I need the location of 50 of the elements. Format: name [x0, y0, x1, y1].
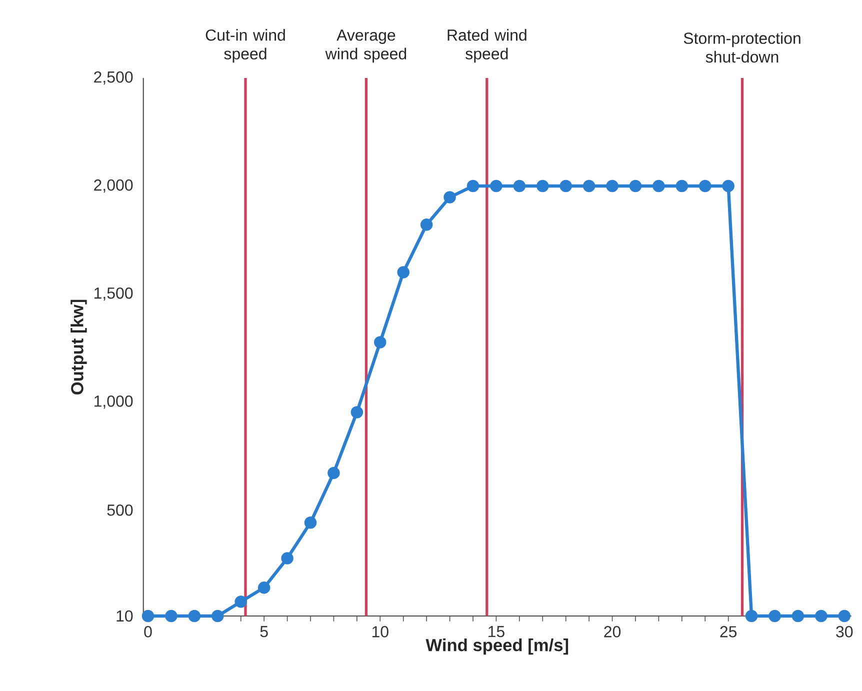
x-axis-title: Wind speed [m/s]: [426, 638, 568, 655]
point: [420, 218, 433, 231]
point: [838, 610, 851, 622]
ref-line-label: Average wind speed: [325, 30, 406, 63]
y-tick-label: 2,000: [94, 179, 133, 193]
point: [212, 610, 224, 622]
point: [652, 180, 665, 192]
point: [560, 180, 572, 192]
y-tick-label: 10: [116, 610, 133, 622]
point: [815, 610, 828, 622]
point: [513, 180, 526, 192]
point: [722, 180, 734, 192]
y-tick-label: 1,000: [94, 395, 133, 409]
y-tick-label: 1,500: [94, 287, 133, 301]
point: [350, 406, 364, 418]
point: [768, 610, 781, 622]
point: [698, 180, 712, 192]
point: [328, 466, 340, 480]
point: [142, 610, 154, 622]
point: [745, 610, 758, 622]
point: [490, 180, 502, 192]
point: [792, 610, 804, 622]
point: [281, 552, 294, 564]
y-tick-label: 500: [107, 504, 133, 516]
point: [397, 266, 410, 278]
point: [304, 516, 317, 529]
x-tick-label: 25: [720, 626, 737, 638]
point: [165, 610, 178, 622]
point: [234, 596, 247, 608]
point: [466, 180, 480, 192]
point: [582, 180, 596, 192]
point: [676, 180, 688, 192]
point: [606, 180, 618, 192]
x-tick-label: 5: [260, 626, 268, 638]
point: [629, 180, 642, 192]
ref-line-label: Storm-protection shut-down: [684, 32, 800, 63]
y-axis-title: Output [kw]: [70, 300, 87, 394]
x-tick-label: 20: [604, 626, 621, 638]
point: [258, 582, 270, 594]
x-tick-label: 15: [488, 626, 504, 638]
x-tick-label: 30: [836, 626, 853, 638]
x-tick-label: 10: [372, 626, 388, 638]
point: [374, 336, 386, 348]
ref-line-label: Cut-in wind speed: [206, 29, 285, 63]
point: [188, 610, 201, 622]
y-tick-label: 2,500: [94, 71, 133, 85]
ref-line-label: Rated wind speed: [448, 29, 526, 63]
point: [536, 180, 549, 192]
x-tick-label: 0: [144, 626, 152, 638]
point: [444, 191, 456, 204]
